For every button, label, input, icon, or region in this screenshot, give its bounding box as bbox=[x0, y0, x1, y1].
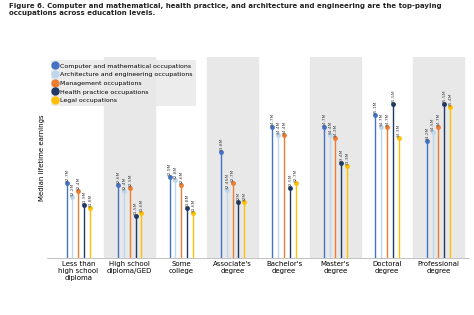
Bar bbox=[207, 57, 258, 258]
Text: $2.5M: $2.5M bbox=[128, 174, 132, 187]
Bar bbox=[104, 57, 155, 258]
Text: Figure 6. Computer and mathematical, health practice, and architecture and engin: Figure 6. Computer and mathematical, hea… bbox=[9, 3, 442, 16]
Text: $4.3M: $4.3M bbox=[397, 123, 401, 137]
Text: $4.7M: $4.7M bbox=[379, 112, 383, 126]
Text: $4.4M: $4.4M bbox=[276, 121, 280, 134]
Text: $2.9M: $2.9M bbox=[168, 163, 172, 176]
Y-axis label: Median lifetime earnings: Median lifetime earnings bbox=[38, 114, 45, 201]
Text: $4.7M: $4.7M bbox=[385, 112, 389, 126]
Text: $2.8M: $2.8M bbox=[173, 165, 177, 179]
Text: $5.5M: $5.5M bbox=[442, 89, 446, 103]
Text: $5.1M: $5.1M bbox=[374, 101, 377, 114]
Text: $4.7M: $4.7M bbox=[271, 112, 274, 126]
Text: $1.6M: $1.6M bbox=[139, 199, 143, 212]
Text: $4.5M: $4.5M bbox=[430, 118, 435, 131]
Text: $2.5M: $2.5M bbox=[288, 174, 292, 187]
Text: $5.4M: $5.4M bbox=[448, 93, 452, 106]
Text: $3.3M: $3.3M bbox=[345, 152, 349, 165]
Text: $3.4M: $3.4M bbox=[339, 149, 343, 162]
Text: $1.9M: $1.9M bbox=[82, 191, 86, 204]
Text: $2.4M: $2.4M bbox=[122, 177, 126, 190]
Text: $4.4M: $4.4M bbox=[328, 121, 332, 134]
Text: $2.4M: $2.4M bbox=[76, 177, 80, 190]
Text: $4.7M: $4.7M bbox=[322, 112, 326, 126]
Text: $5.5M: $5.5M bbox=[391, 89, 395, 103]
Text: $4.2M: $4.2M bbox=[425, 126, 429, 140]
Text: $2M: $2M bbox=[242, 192, 246, 201]
Text: $2M: $2M bbox=[237, 192, 240, 201]
Text: $2.7M: $2.7M bbox=[64, 168, 69, 181]
Legend: Computer and mathematical occupations, Architecture and engineering occupations,: Computer and mathematical occupations, A… bbox=[51, 60, 195, 106]
Text: $2.6M: $2.6M bbox=[179, 171, 183, 184]
Text: $2.45M: $2.45M bbox=[225, 172, 229, 189]
Bar bbox=[413, 57, 464, 258]
Text: $2.2M: $2.2M bbox=[71, 182, 74, 196]
Text: $4.4M: $4.4M bbox=[282, 121, 286, 134]
Text: $1.6M: $1.6M bbox=[191, 199, 195, 212]
Text: $1.5M: $1.5M bbox=[134, 202, 137, 215]
Text: $2.6M: $2.6M bbox=[116, 171, 120, 184]
Text: $1.8M: $1.8M bbox=[185, 193, 189, 207]
Bar bbox=[310, 57, 361, 258]
Text: $2.7M: $2.7M bbox=[231, 168, 235, 181]
Text: $4.7M: $4.7M bbox=[437, 112, 440, 126]
Text: $4.3M: $4.3M bbox=[334, 123, 337, 137]
Text: $3.8M: $3.8M bbox=[219, 137, 223, 151]
Text: $1.8M: $1.8M bbox=[88, 193, 92, 207]
Text: $2.7M: $2.7M bbox=[293, 168, 298, 181]
